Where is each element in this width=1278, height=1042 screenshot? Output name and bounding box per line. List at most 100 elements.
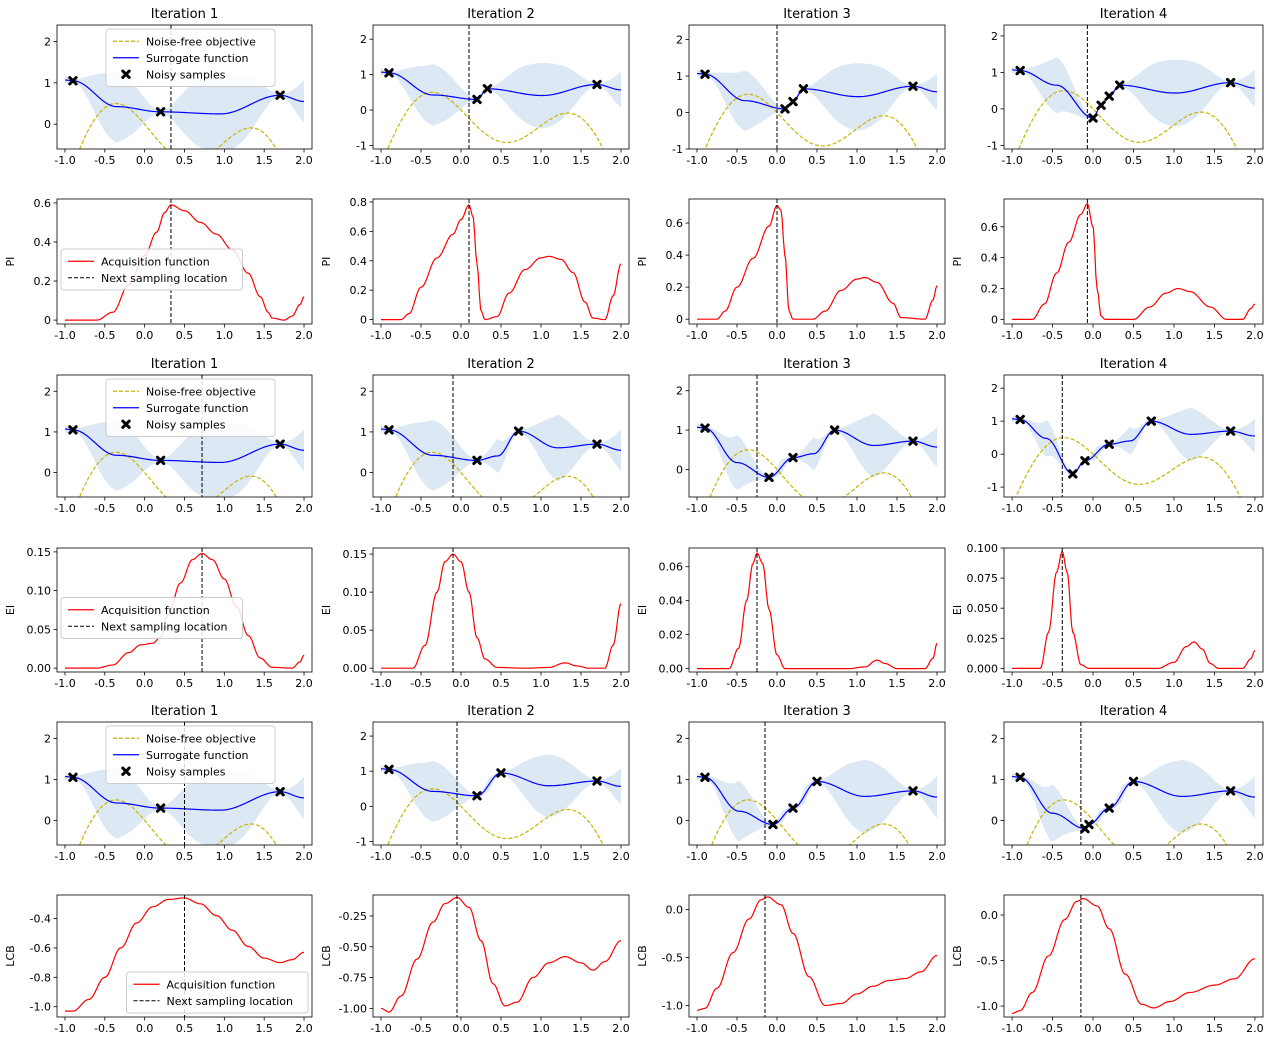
noisy-sample-marker [155,455,166,466]
x-tick-label: 1.0 [1165,677,1183,690]
legend-box [105,378,276,437]
plot-area [1012,199,1256,324]
x-tick-label: 0.5 [492,677,510,690]
legend-label: Surrogate function [146,402,249,415]
y-tick-label: 0.000 [967,662,999,675]
y-tick-label: 1 [676,70,683,83]
y-tick-label: 0.10 [343,586,368,599]
plot-area [1012,25,1255,149]
uncertainty-band [1012,759,1255,842]
noisy-sample-marker [764,472,774,483]
noisy-sample-marker [700,69,710,79]
y-tick-label: 0.00 [27,662,52,675]
subplot-acq-r5-c1: LCB -1.0 -0.5 0.0 0.5 1.0 1.5 2.0 -1.00 -0.75 -0.5… [320,894,630,1035]
y-tick-label: -1 [987,139,998,152]
x-tick-label: -0.5 [726,154,747,167]
y-tick-label: 1 [44,773,51,786]
x-tick-label: 1.5 [1206,329,1224,342]
x-tick-label: 0.5 [176,502,194,515]
x-tick-label: 1.5 [1206,1022,1224,1035]
y-tick-label: 0 [44,118,51,131]
plot-area [64,722,305,845]
plot-area [1012,548,1256,672]
y-tick-label: 0 [676,814,683,827]
y-axis-label: PI [951,257,964,267]
legend-label: Acquisition function [167,978,276,991]
x-tick-label: -1.0 [54,154,75,167]
objective-line [387,91,604,149]
x-tick-label: -0.5 [410,154,431,167]
x-tick-label: -1.0 [54,329,75,342]
acquisition-line [381,204,622,321]
noisy-sample-marker [908,81,918,91]
x-tick-label: 1.5 [572,677,590,690]
x-tick-label: 1.5 [888,502,906,515]
axes-frame [688,547,946,673]
x-tick-label: 0.5 [808,329,826,342]
x-tick-label: -0.5 [1042,329,1063,342]
x-tick-label: 2.0 [295,154,313,167]
x-tick-label: -1.0 [54,1022,75,1035]
noisy-sample-marker [829,425,840,435]
plot-area [381,199,622,324]
x-tick-label: 2.0 [928,850,946,863]
plot-area [696,895,938,1017]
x-tick-label: 2.0 [928,329,946,342]
y-tick-label: 0.05 [27,623,52,636]
legend-label: Next sampling location [167,995,294,1008]
noisy-sample-marker [1225,426,1236,436]
x-tick-label: 1.0 [532,850,550,863]
subplot-title: Iteration 1 [151,704,219,719]
x-tick-label: 0.5 [176,850,194,863]
x-tick-label: 1.0 [1165,850,1183,863]
surrogate-line [1012,69,1255,119]
x-tick-label: 1.0 [848,850,866,863]
x-tick-label: 1.5 [572,154,590,167]
noisy-sample-marker [482,84,493,94]
x-tick-label: -1.0 [54,677,75,690]
noisy-sample-marker [780,104,790,114]
legend-label: Surrogate function [146,52,249,65]
noisy-sample-marker [472,94,482,105]
y-tick-label: -1 [672,143,683,156]
y-tick-label: 0.4 [350,255,368,268]
x-tick-label: 0.5 [492,850,510,863]
y-tick-label: 0.6 [666,217,684,230]
noisy-sample-marker [788,803,798,813]
y-axis-label: LCB [636,945,649,966]
x-tick-label: 2.0 [295,502,313,515]
plot-area [64,895,305,1017]
subplot-model-r2-c3: Iteration 4 -1.0 -0.5 0.0 0.5 1.0 1.5 2.0 -1 0 1 2 [987,357,1264,515]
y-tick-label: 2 [44,36,51,49]
x-tick-label: 2.0 [612,502,630,515]
x-tick-label: 2.0 [928,154,946,167]
y-axis-label: PI [4,257,17,267]
subplot-model-r2-c0: Iteration 1 -1.0 -0.5 0.0 0.5 1.0 1.5 2.0 0 1 2 Noi… [44,357,313,515]
subplot-title: Iteration 3 [783,704,851,719]
subplot-acq-r1-c0: PI -1.0 -0.5 0.0 0.5 1.0 1.5 2.0 0 0.2 0.4 0.6 Acqui… [4,197,313,342]
x-tick-label: -0.5 [94,502,115,515]
legend-box [60,248,243,291]
subplot-model-r4-c2: Iteration 3 -1.0 -0.5 0.0 0.5 1.0 1.5 2.0 0 1 2 [676,704,946,863]
y-tick-label: -0.4 [30,913,51,926]
y-tick-label: 0.04 [659,595,684,608]
x-tick-label: 0.0 [452,1022,470,1035]
y-tick-label: -0.75 [339,972,367,985]
x-tick-label: 2.0 [612,329,630,342]
x-tick-label: 1.0 [1165,1022,1183,1035]
x-tick-label: 2.0 [612,677,630,690]
acquisition-line [381,553,622,669]
noisy-sample-marker [155,107,166,117]
x-tick-label: 0.0 [136,502,154,515]
x-tick-label: 0.0 [136,154,154,167]
x-tick-label: 0.0 [768,1022,786,1035]
y-tick-label: 0.050 [967,602,999,615]
noisy-sample-marker [384,425,394,435]
y-tick-label: 0 [676,313,683,326]
legend-label: Surrogate function [146,749,249,762]
subplot-model-r2-c2: Iteration 3 -1.0 -0.5 0.0 0.5 1.0 1.5 2.0 0 1 2 [676,357,946,515]
x-tick-label: -0.5 [1042,677,1063,690]
subplot-title: Iteration 1 [151,357,219,372]
x-tick-label: -0.5 [726,677,747,690]
x-tick-label: 1.5 [1206,850,1224,863]
